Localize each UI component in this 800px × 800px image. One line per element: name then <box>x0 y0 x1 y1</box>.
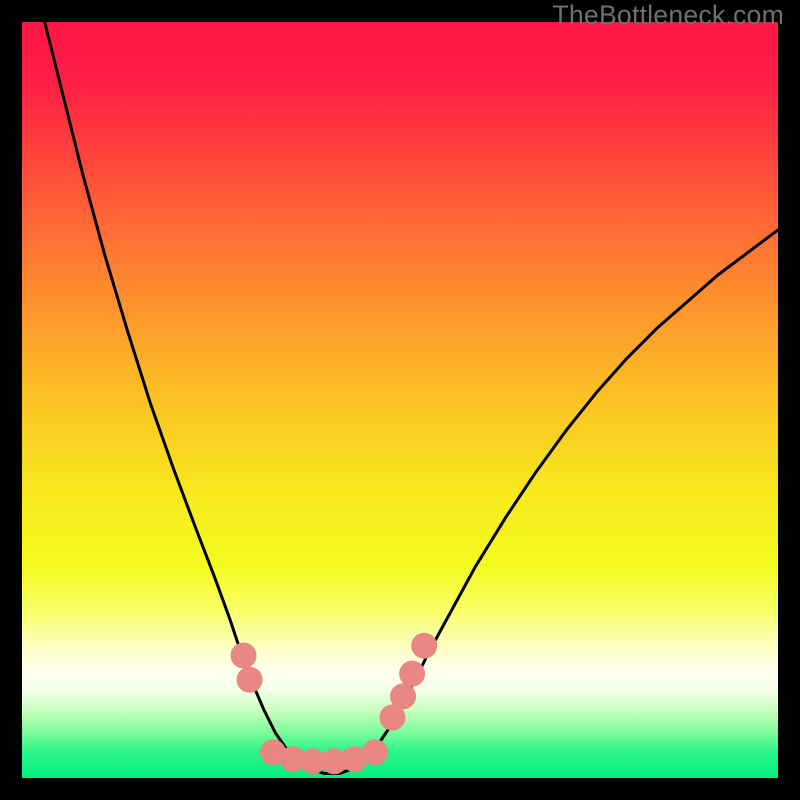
marker-point <box>390 683 416 709</box>
bottleneck-curve <box>22 22 778 778</box>
marker-point <box>399 661 425 687</box>
marker-point <box>237 667 263 693</box>
marker-point <box>362 739 388 765</box>
outer-frame <box>0 0 800 800</box>
watermark-text: TheBottleneck.com <box>552 0 784 31</box>
plot-area <box>22 22 778 778</box>
marker-point <box>411 633 437 659</box>
marker-point <box>231 643 257 669</box>
